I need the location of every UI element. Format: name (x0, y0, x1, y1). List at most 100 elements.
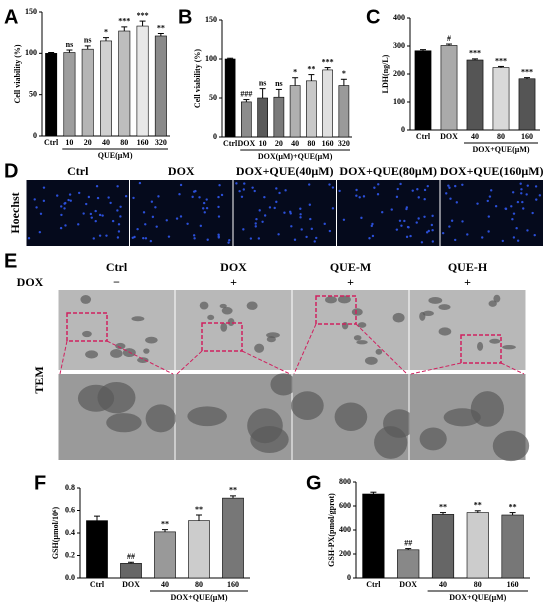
bar (118, 30, 131, 137)
nucleus (27, 237, 31, 240)
panel-letter: F (34, 472, 46, 494)
nucleus (486, 199, 489, 203)
significance-label: *** (521, 67, 533, 76)
nucleus (150, 200, 154, 203)
organelle (422, 310, 434, 317)
organelle (199, 301, 209, 310)
nucleus (243, 182, 246, 185)
nucleus (293, 238, 297, 241)
nucleus (299, 207, 302, 210)
nucleus (441, 231, 445, 235)
nucleus (144, 223, 147, 226)
x-tick-label: 80 (497, 132, 505, 141)
zoom-box (315, 295, 357, 325)
y-tick-label: 300 (393, 41, 405, 50)
column-label: QUE-M (330, 260, 371, 274)
nucleus (449, 197, 452, 200)
nucleus (377, 183, 380, 186)
significance-label: # (447, 34, 451, 43)
organelle (334, 402, 368, 432)
nucleus (136, 227, 139, 231)
organelle (419, 427, 447, 451)
tem-image (292, 290, 409, 370)
nucleus (427, 229, 430, 233)
significance-label: ** (474, 501, 482, 510)
organelle (110, 349, 123, 358)
nucleus (217, 215, 221, 218)
nucleus (461, 220, 464, 223)
y-tick-label: 200 (339, 549, 351, 558)
x-tick-label: 80 (474, 580, 482, 589)
fluorescence-image (26, 180, 129, 246)
x-tick-label: Ctrl (223, 139, 238, 148)
nucleus (299, 213, 302, 216)
organelle (443, 408, 481, 427)
y-axis-label: LDH(ng/L) (381, 54, 390, 93)
bar (414, 50, 432, 131)
organelle (438, 327, 452, 336)
nucleus (203, 211, 206, 214)
nucleus (87, 195, 91, 199)
nucleus (454, 238, 457, 242)
error-bar (162, 529, 168, 532)
row-label: DOX (17, 275, 44, 289)
nucleus (240, 195, 244, 199)
nucleus (105, 234, 108, 237)
significance-label: ## (404, 538, 412, 547)
error-bar (103, 37, 109, 41)
nucleus (67, 198, 70, 202)
error-bar (324, 67, 331, 70)
x-tick-label: 80 (307, 139, 315, 148)
column-label: QUE-H (448, 260, 488, 274)
nucleus (409, 234, 412, 238)
organelle (80, 295, 92, 304)
nucleus (368, 237, 371, 240)
bar (466, 512, 489, 579)
organelle (221, 307, 233, 315)
organelle (246, 301, 258, 310)
nucleus (205, 198, 208, 201)
organelle (254, 343, 265, 353)
error-bar (157, 32, 164, 36)
significance-label: *** (469, 49, 481, 58)
y-axis-label: Cell viability (%) (13, 44, 22, 103)
x-axis-label: DOX+QUE(μM) (449, 593, 506, 602)
organelle (227, 318, 235, 326)
nucleus (289, 210, 292, 214)
error-bar (292, 77, 299, 86)
nucleus (315, 236, 318, 240)
y-axis-label: GSH-PX(pmol/gprot) (327, 493, 336, 567)
nucleus (525, 193, 528, 196)
nucleus (117, 223, 121, 226)
organelle (131, 316, 145, 322)
significance-label: ** (307, 64, 315, 73)
nucleus (381, 211, 384, 214)
nucleus (98, 234, 102, 237)
nucleus (242, 228, 245, 231)
nucleus (487, 215, 491, 218)
x-tick-label: 10 (65, 138, 73, 147)
x-axis-label: DOX+QUE(μM) (472, 145, 529, 154)
error-bar (139, 20, 146, 27)
fluorescence-image (337, 180, 440, 246)
column-label: DOX+QUE(80μM) (339, 164, 437, 178)
nucleus (331, 186, 335, 189)
y-tick-label: 150 (205, 15, 217, 24)
nucleus (519, 182, 522, 185)
y-tick-label: 0.0 (65, 573, 75, 582)
error-bar (509, 512, 516, 515)
bar (100, 40, 112, 137)
tem-image (409, 290, 526, 370)
significance-label: * (104, 27, 108, 36)
error-bar (243, 99, 250, 102)
error-bar (94, 515, 100, 521)
treatment-sign: − (113, 275, 120, 289)
nucleus (447, 184, 450, 187)
nucleus (205, 206, 209, 210)
nucleus (206, 238, 209, 241)
significance-label: ** (509, 502, 517, 511)
nucleus (431, 240, 435, 243)
x-tick-label: 160 (137, 138, 149, 147)
nucleus (77, 223, 80, 226)
nucleus (63, 207, 66, 210)
